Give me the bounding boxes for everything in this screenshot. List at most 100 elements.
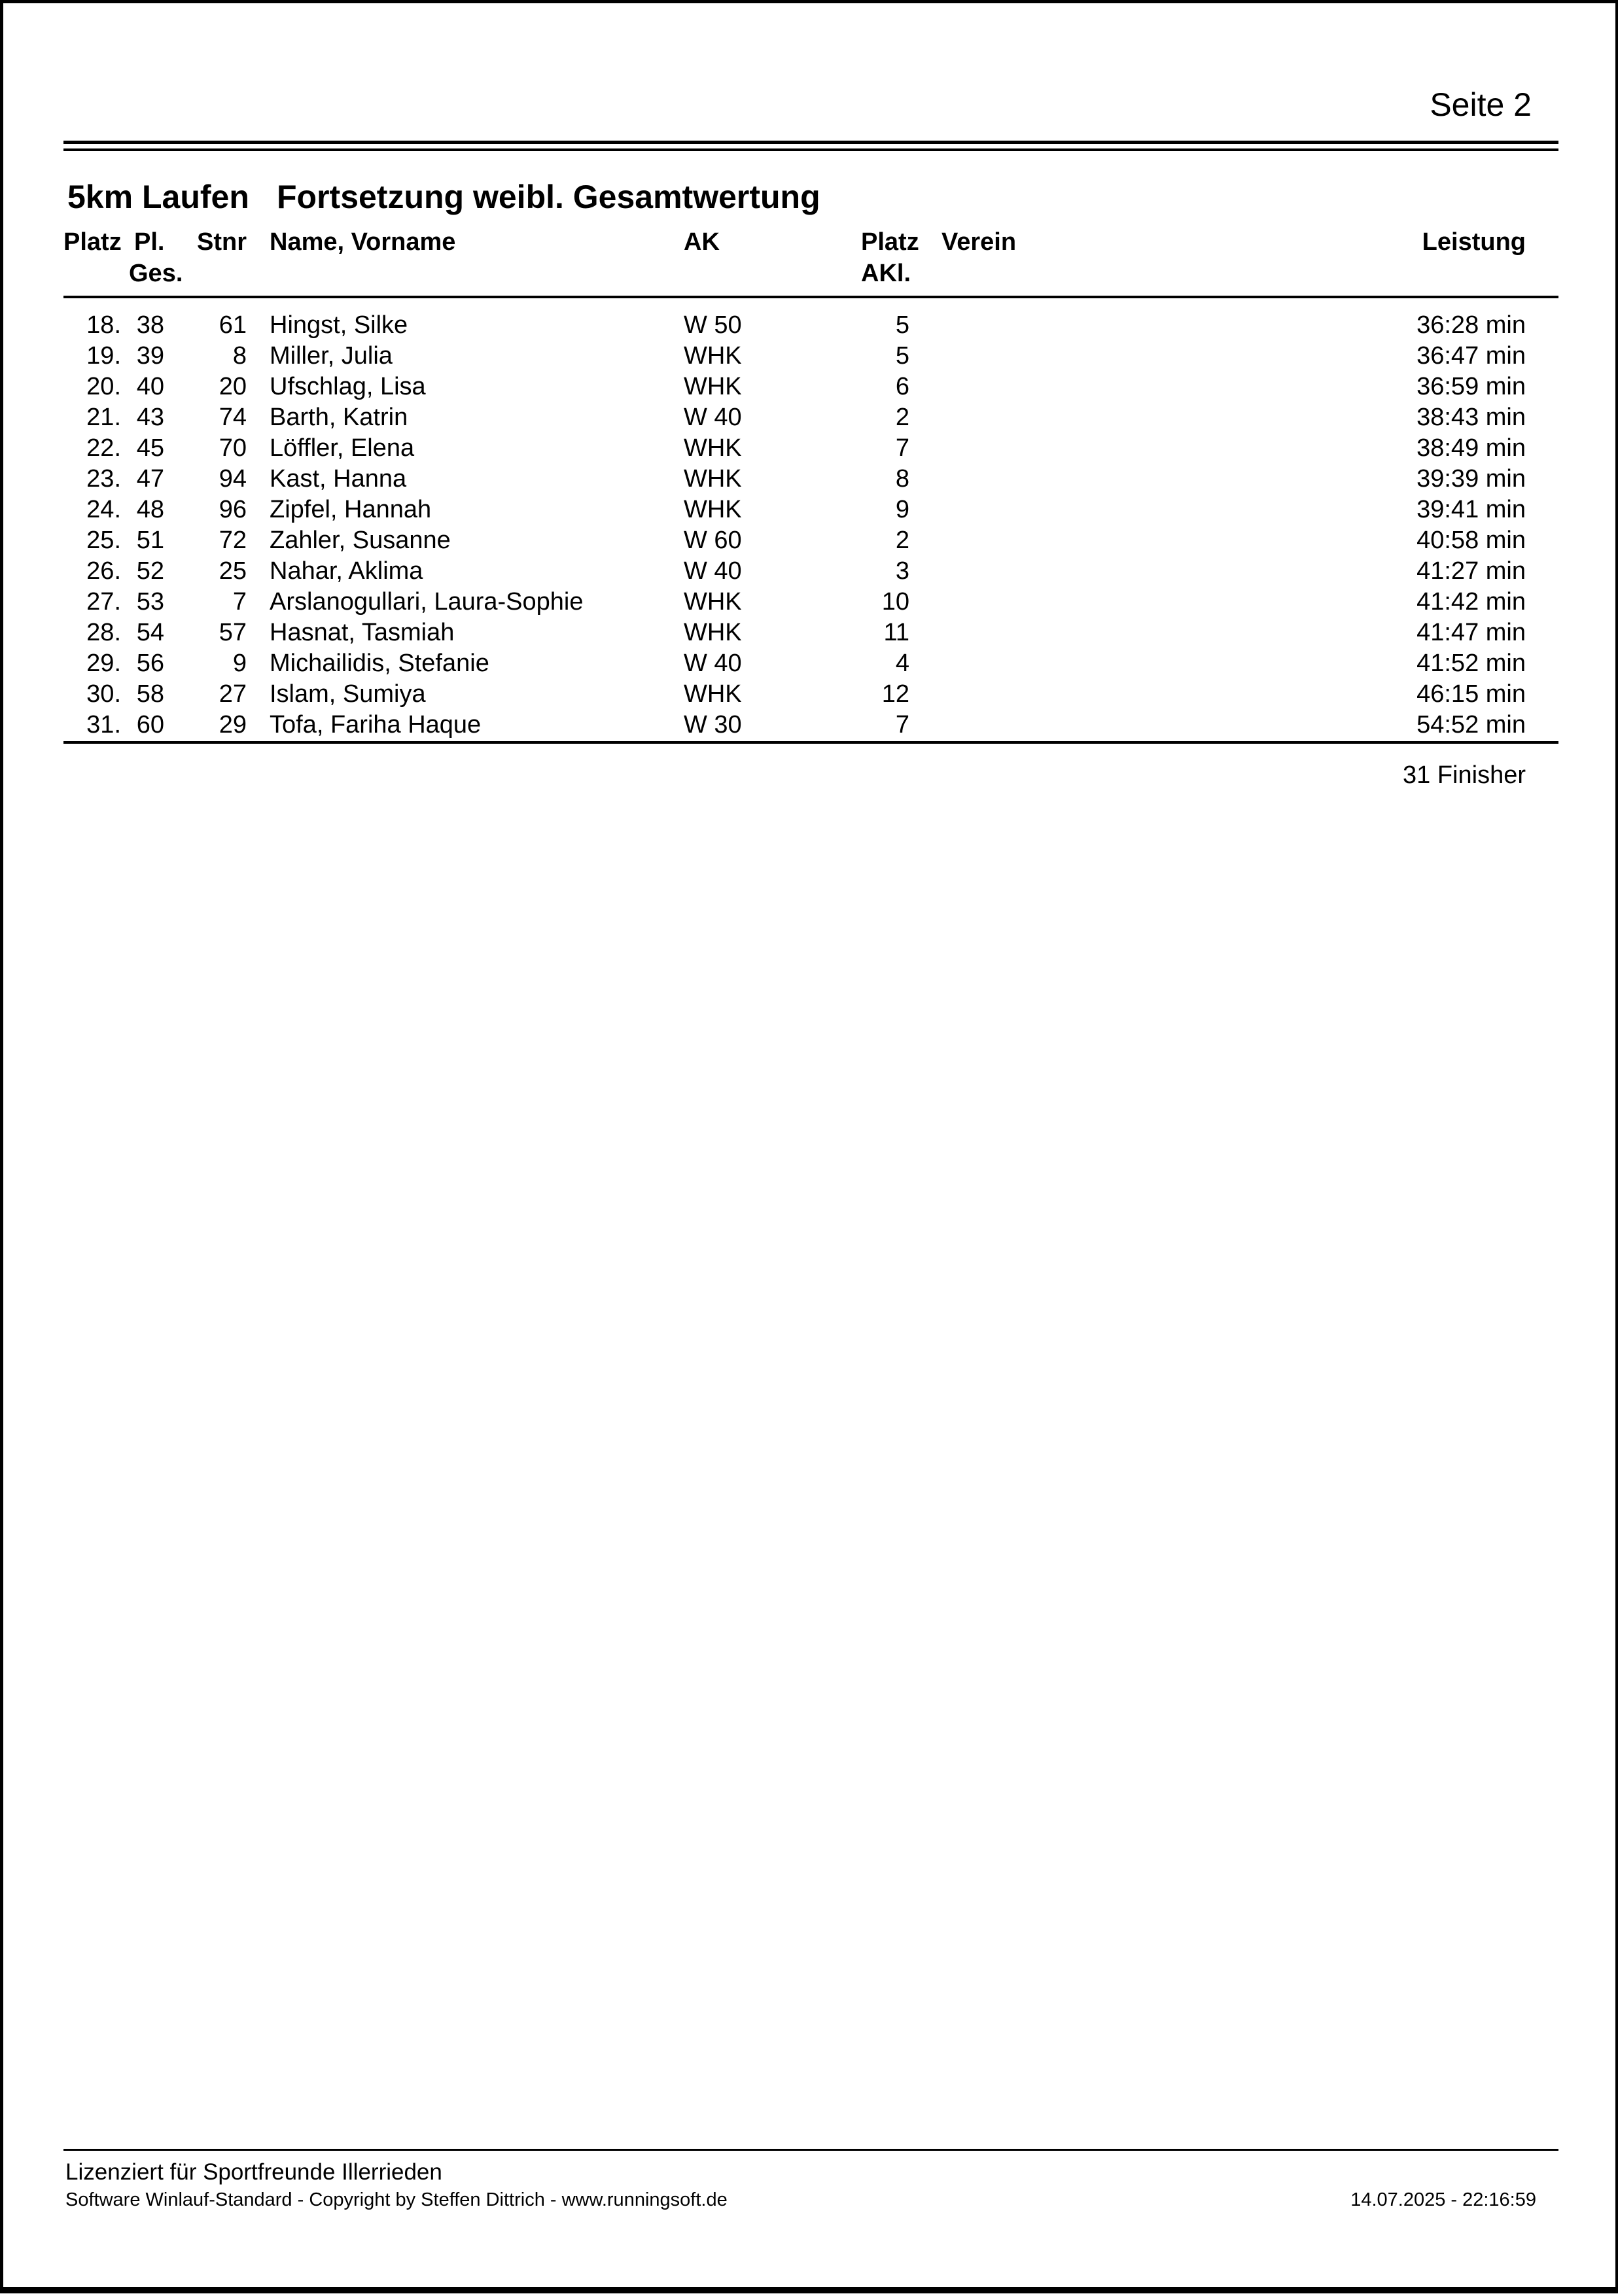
ranking-title: Fortsetzung weibl. Gesamtwertung <box>277 179 820 215</box>
cell-platz-akl: 3 <box>895 557 909 585</box>
cell-stnr: 20 <box>219 373 247 400</box>
cell-ak: W 50 <box>684 311 742 339</box>
table-row: 21. 43 74 Barth, Katrin W 40 2 38:43 min <box>63 402 1558 433</box>
cell-verein <box>909 495 1411 525</box>
cell-pl-ges: 43 <box>136 404 164 431</box>
cell-verein <box>909 464 1411 495</box>
cell-stnr: 57 <box>219 619 247 646</box>
page-border-bottom <box>0 2287 1618 2293</box>
cell-platz: 23. <box>86 465 121 493</box>
cell-platz-akl: 9 <box>895 496 909 523</box>
cell-stnr: 96 <box>219 496 247 523</box>
cell-pl-ges: 48 <box>136 496 164 523</box>
cell-ak: WHK <box>684 342 742 370</box>
table-row: 19. 39 8 Miller, Julia WHK 5 36:47 min <box>63 341 1558 372</box>
cell-pl-ges: 56 <box>136 650 164 677</box>
cell-ak: W 40 <box>684 650 742 677</box>
cell-ak: WHK <box>684 496 742 523</box>
cell-verein <box>909 341 1411 372</box>
col-name: Name, Vorname <box>270 228 456 256</box>
cell-stnr: 25 <box>219 557 247 585</box>
cell-name: Kast, Hanna <box>270 465 407 493</box>
cell-stnr: 9 <box>232 650 247 677</box>
cell-name: Hingst, Silke <box>270 311 408 339</box>
table-row: 28. 54 57 Hasnat, Tasmiah WHK 11 41:47 m… <box>63 617 1558 648</box>
page-border-right <box>1615 0 1618 2293</box>
col-platz: Platz <box>63 228 122 256</box>
cell-leistung: 36:47 min <box>1416 342 1526 370</box>
cell-platz: 28. <box>86 619 121 646</box>
cell-pl-ges: 45 <box>136 434 164 462</box>
cell-stnr: 29 <box>219 711 247 739</box>
cell-ak: W 60 <box>684 527 742 554</box>
col-platz-akl-line2: AKl. <box>861 260 911 287</box>
cell-ak: WHK <box>684 588 742 616</box>
cell-stnr: 8 <box>232 342 247 370</box>
cell-stnr: 72 <box>219 527 247 554</box>
page-number: Seite 2 <box>1430 86 1532 123</box>
cell-platz: 19. <box>86 342 121 370</box>
col-leistung: Leistung <box>1422 228 1526 256</box>
cell-pl-ges: 39 <box>136 342 164 370</box>
cell-platz-akl: 12 <box>881 680 909 708</box>
table-row: 30. 58 27 Islam, Sumiya WHK 12 46:15 min <box>63 679 1558 710</box>
cell-platz: 31. <box>86 711 121 739</box>
cell-ak: W 30 <box>684 711 742 739</box>
cell-stnr: 27 <box>219 680 247 708</box>
cell-verein <box>909 617 1411 648</box>
footer-license: Lizenziert für Sportfreunde Illerrieden <box>65 2159 442 2185</box>
cell-platz: 21. <box>86 404 121 431</box>
cell-verein <box>909 556 1411 587</box>
cell-pl-ges: 38 <box>136 311 164 339</box>
cell-pl-ges: 54 <box>136 619 164 646</box>
header-double-rule <box>63 141 1558 151</box>
cell-platz: 29. <box>86 650 121 677</box>
cell-leistung: 38:49 min <box>1416 434 1526 462</box>
event-name: 5km Laufen <box>67 179 249 215</box>
cell-pl-ges: 58 <box>136 680 164 708</box>
cell-platz-akl: 5 <box>895 311 909 339</box>
table-header-row-2: Ges. AKl. <box>63 258 1558 289</box>
cell-verein <box>909 310 1411 341</box>
footer-software: Software Winlauf-Standard - Copyright by… <box>65 2189 728 2210</box>
cell-stnr: 61 <box>219 311 247 339</box>
cell-leistung: 41:47 min <box>1416 619 1526 646</box>
cell-ak: WHK <box>684 465 742 493</box>
cell-verein <box>909 372 1411 402</box>
col-stnr: Stnr <box>197 228 247 256</box>
cell-pl-ges: 51 <box>136 527 164 554</box>
cell-platz-akl: 11 <box>883 619 909 646</box>
cell-platz-akl: 10 <box>881 588 909 616</box>
col-ak: AK <box>684 228 720 256</box>
cell-platz-akl: 2 <box>895 527 909 554</box>
cell-platz-akl: 5 <box>895 342 909 370</box>
cell-pl-ges: 53 <box>136 588 164 616</box>
cell-pl-ges: 47 <box>136 465 164 493</box>
cell-leistung: 39:39 min <box>1416 465 1526 493</box>
cell-verein <box>909 525 1411 556</box>
cell-pl-ges: 60 <box>136 711 164 739</box>
cell-platz-akl: 6 <box>895 373 909 400</box>
cell-ak: WHK <box>684 619 742 646</box>
table-header-rule <box>63 296 1558 298</box>
cell-platz: 20. <box>86 373 121 400</box>
cell-verein <box>909 433 1411 464</box>
cell-name: Tofa, Fariha Haque <box>270 711 482 739</box>
table-row: 18. 38 61 Hingst, Silke W 50 5 36:28 min <box>63 310 1558 341</box>
table-header-row-1: Platz Pl. Stnr Name, Vorname AK Platz Ve… <box>63 226 1558 258</box>
table-row: 29. 56 9 Michailidis, Stefanie W 40 4 41… <box>63 648 1558 679</box>
page-border-left <box>0 0 3 2293</box>
cell-leistung: 41:27 min <box>1416 557 1526 585</box>
finisher-count: 31 Finisher <box>1403 761 1526 789</box>
cell-verein <box>909 679 1411 710</box>
cell-platz: 26. <box>86 557 121 585</box>
table-row: 23. 47 94 Kast, Hanna WHK 8 39:39 min <box>63 464 1558 495</box>
cell-name: Löffler, Elena <box>270 434 415 462</box>
cell-pl-ges: 40 <box>136 373 164 400</box>
cell-platz: 18. <box>86 311 121 339</box>
cell-name: Islam, Sumiya <box>270 680 426 708</box>
col-platz-akl: Platz <box>861 228 919 256</box>
cell-verein <box>909 648 1411 679</box>
cell-platz-akl: 4 <box>895 650 909 677</box>
table-row: 26. 52 25 Nahar, Aklima W 40 3 41:27 min <box>63 556 1558 587</box>
